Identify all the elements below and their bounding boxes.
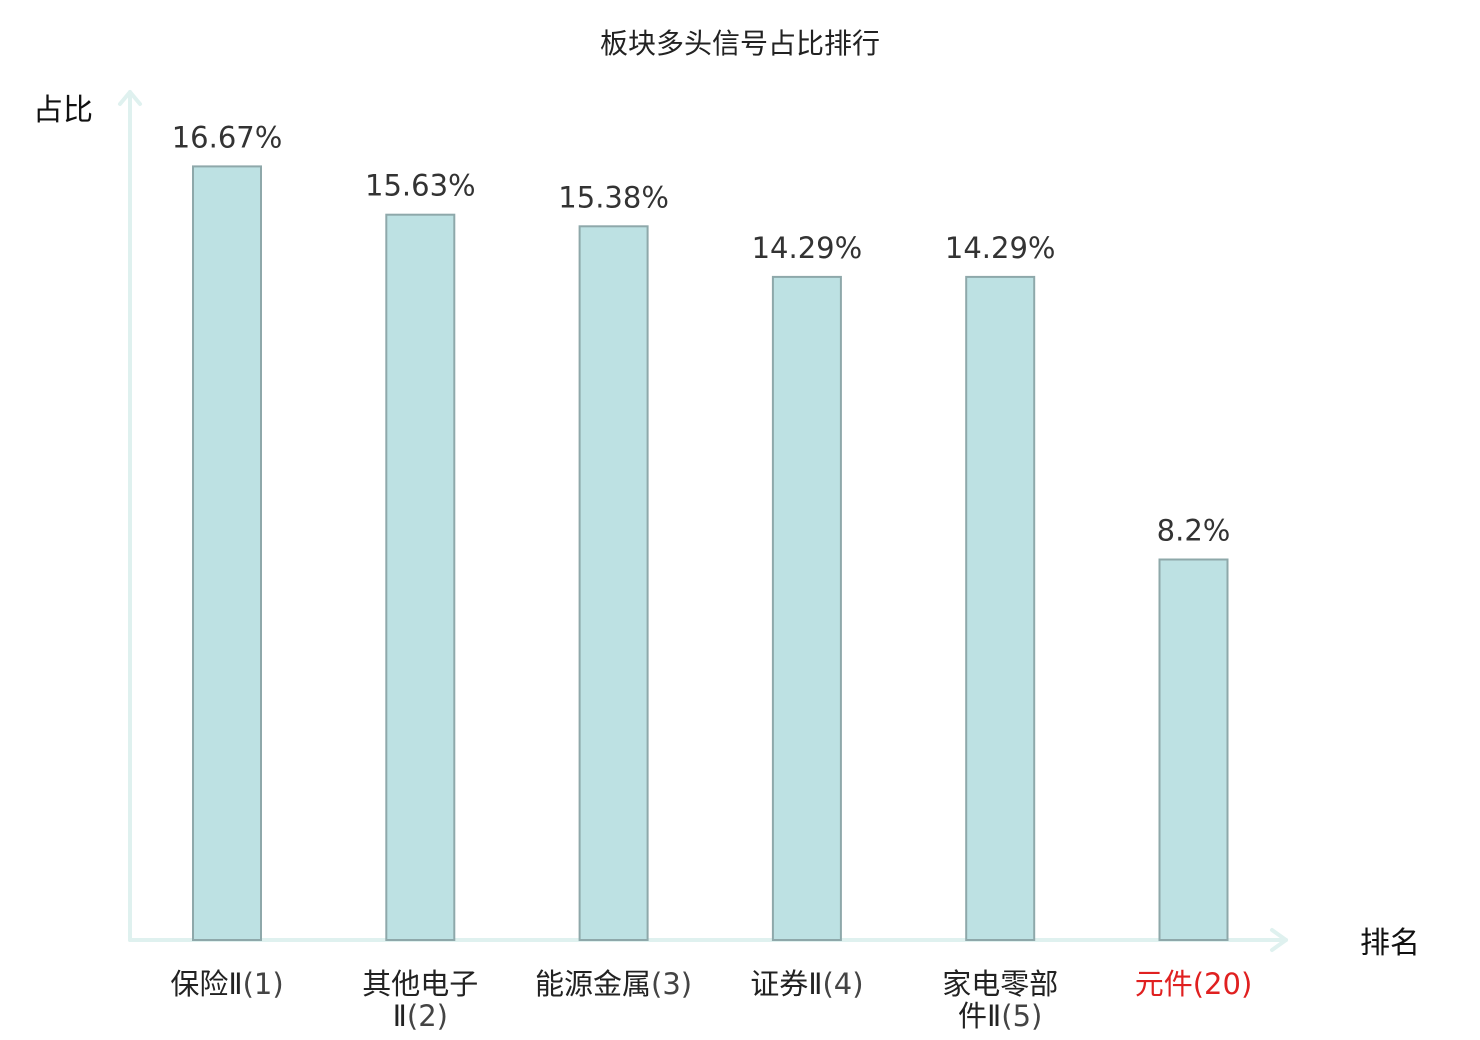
data-label: 15.63%	[365, 169, 476, 203]
category-rank: (4)	[822, 967, 863, 1001]
data-label: 14.29%	[945, 231, 1056, 265]
y-axis-label: 占比	[33, 93, 93, 128]
data-label: 14.29%	[752, 231, 863, 265]
bar	[578, 225, 649, 942]
x-tick-label: 其他电子	[362, 967, 478, 1001]
category-name: 保险Ⅱ	[170, 967, 242, 1001]
x-tick-label: 保险Ⅱ(1)	[170, 967, 283, 1001]
bar	[385, 213, 456, 941]
category-name: 家电零部	[942, 967, 1058, 1001]
x-tick-label: 能源金属(3)	[535, 967, 692, 1001]
category-name: 证券Ⅱ	[750, 967, 822, 1001]
x-tick-label: Ⅱ(2)	[393, 999, 448, 1033]
bar	[771, 275, 842, 941]
x-axis-label: 排名	[1360, 926, 1420, 961]
x-axis-arrow-icon	[1270, 928, 1288, 952]
bars-group	[192, 165, 1229, 942]
chart-title: 板块多头信号占比排行	[600, 27, 880, 60]
value-labels-group: 16.67% 15.63% 15.38% 14.29% 14.29% 8.2%	[172, 120, 1231, 547]
x-tick-label: 家电零部	[942, 967, 1058, 1001]
category-rank: (3)	[651, 967, 692, 1001]
category-rank: (2)	[407, 999, 448, 1033]
category-name: 能源金属	[535, 967, 651, 1001]
bar	[965, 275, 1036, 941]
data-label: 8.2%	[1157, 514, 1231, 548]
category-name: 其他电子	[362, 967, 478, 1001]
data-label: 15.38%	[558, 180, 669, 214]
y-axis	[118, 90, 142, 942]
category-name: Ⅱ	[393, 999, 407, 1033]
y-axis-arrow-icon	[118, 90, 142, 106]
x-tick-label: 元件(20)	[1135, 967, 1253, 1001]
x-axis	[128, 928, 1288, 952]
bar	[192, 165, 262, 941]
category-rank: (1)	[243, 967, 284, 1001]
category-name: 元件	[1135, 967, 1193, 1001]
category-name: 件Ⅱ	[958, 999, 1001, 1033]
data-label: 16.67%	[172, 120, 283, 154]
category-rank: (20)	[1193, 967, 1253, 1001]
x-tick-label: 件Ⅱ(5)	[958, 999, 1042, 1033]
bar	[1158, 558, 1229, 941]
category-rank: (5)	[1001, 999, 1042, 1033]
x-tick-label: 证券Ⅱ(4)	[750, 967, 863, 1001]
